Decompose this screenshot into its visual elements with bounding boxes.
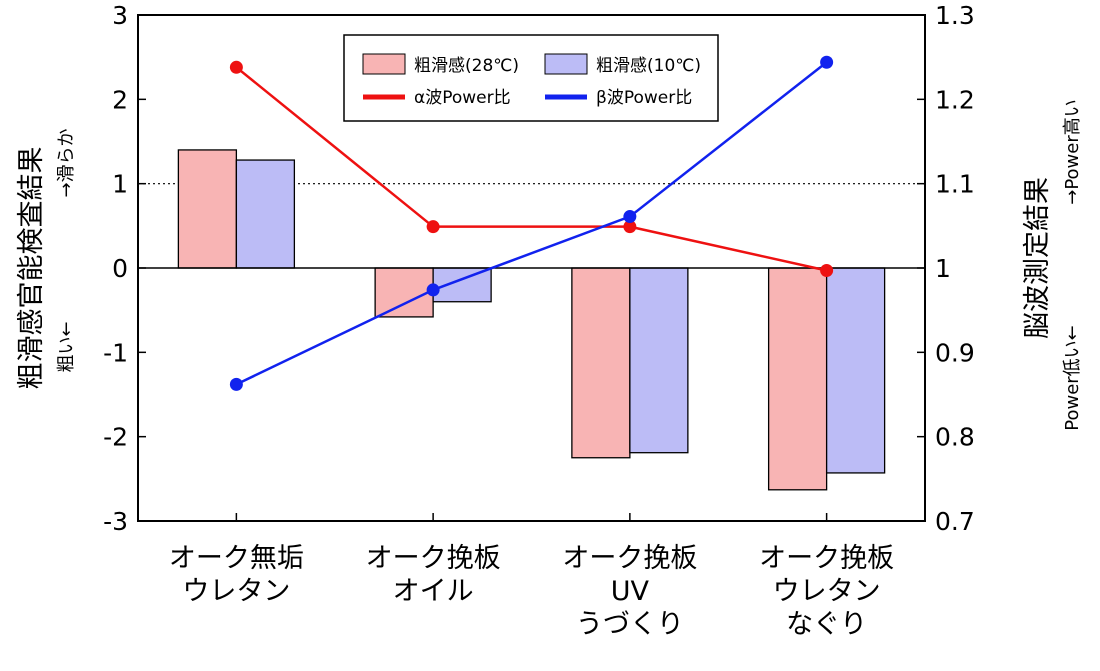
category-label-0-line-1: ウレタン [182, 576, 290, 607]
right-axis-sub-top: →Power高い [1062, 99, 1083, 205]
left-tick-label-3: 0 [112, 254, 128, 283]
category-label-2-line-2: うづくり [576, 609, 684, 640]
left-axis-title: 粗滑感官能検査結果 [16, 147, 47, 390]
category-label-0: オーク無垢ウレタン [169, 543, 304, 607]
right-tick-label-2: 0.9 [935, 338, 975, 367]
left-tick-label-2: -1 [103, 338, 128, 367]
point-alpha-0 [229, 60, 243, 74]
bar-28c-1 [374, 267, 434, 318]
bar-10c-1 [432, 267, 492, 303]
axis-ticks: -3 -2 -1 0 1 2 3 0.7 0.8 0.9 1 1.1 1.2 1.3 [103, 1, 975, 536]
left-tick-label-0: -3 [103, 507, 128, 536]
right-axis-sub-bottom: Power低い← [1062, 325, 1083, 431]
bar-28c-2 [571, 267, 631, 459]
point-beta-3 [820, 55, 834, 69]
category-label-3: オーク挽板ウレタンなぐり [759, 543, 894, 640]
right-tick-label-4: 1.1 [935, 170, 975, 199]
plot-area [137, 14, 926, 522]
bar-10c-2 [629, 267, 689, 454]
left-tick-label-4: 1 [112, 170, 128, 199]
left-tick-label-6: 3 [112, 1, 128, 30]
legend-box [343, 34, 719, 122]
category-label-3-line-2: なぐり [786, 609, 867, 640]
bar-10c-0 [235, 159, 296, 269]
category-label-1-line-0: オーク挽板 [366, 543, 501, 574]
category-label-0-line-0: オーク無垢 [169, 543, 304, 574]
category-label-3-line-0: オーク挽板 [759, 543, 894, 574]
category-label-3-line-1: ウレタン [773, 576, 881, 607]
category-label-2-line-1: UV [611, 576, 650, 607]
point-alpha-1 [426, 220, 440, 234]
bar-10c-3 [825, 267, 886, 474]
axis-titles: 粗滑感官能検査結果 →滑らか 粗い← 脳波測定結果 →Power高い Power… [16, 99, 1083, 431]
bar-28c-3 [767, 267, 828, 491]
legend: 粗滑感(28℃) 粗滑感(10℃) α波Power比 β波Power比 [343, 34, 719, 122]
right-tick-label-6: 1.3 [935, 1, 975, 30]
point-beta-1 [426, 283, 440, 297]
point-beta-2 [623, 210, 637, 224]
right-axis-title: 脳波測定結果 [1022, 177, 1053, 339]
legend-swatch-bar-28c [362, 53, 406, 75]
right-tick-label-1: 0.8 [935, 423, 975, 452]
point-beta-0 [229, 377, 243, 391]
line-beta [235, 61, 828, 386]
right-tick-label-3: 1 [935, 254, 951, 283]
legend-swatch-bar-10c [544, 53, 588, 75]
legend-label-beta: β波Power比 [596, 88, 692, 108]
category-label-1-line-1: オイル [393, 576, 474, 607]
category-label-1: オーク挽板オイル [366, 543, 501, 607]
legend-label-bar-28c: 粗滑感(28℃) [414, 56, 519, 76]
category-label-2: オーク挽板 UV うづくり [562, 543, 697, 640]
right-tick-label-5: 1.2 [935, 85, 975, 114]
category-label-2-line-0: オーク挽板 [562, 543, 697, 574]
left-axis-sub-bottom: 粗い← [56, 321, 77, 372]
left-tick-label-1: -2 [103, 423, 128, 452]
bar-28c-0 [177, 149, 238, 269]
point-alpha-2 [623, 220, 637, 234]
right-tick-label-0: 0.7 [935, 507, 975, 536]
left-tick-label-5: 2 [112, 85, 128, 114]
left-axis-sub-top: →滑らか [56, 128, 77, 197]
point-alpha-3 [820, 264, 834, 278]
line-alpha [235, 66, 827, 272]
legend-label-alpha: α波Power比 [414, 88, 511, 108]
legend-label-bar-10c: 粗滑感(10℃) [596, 56, 701, 76]
